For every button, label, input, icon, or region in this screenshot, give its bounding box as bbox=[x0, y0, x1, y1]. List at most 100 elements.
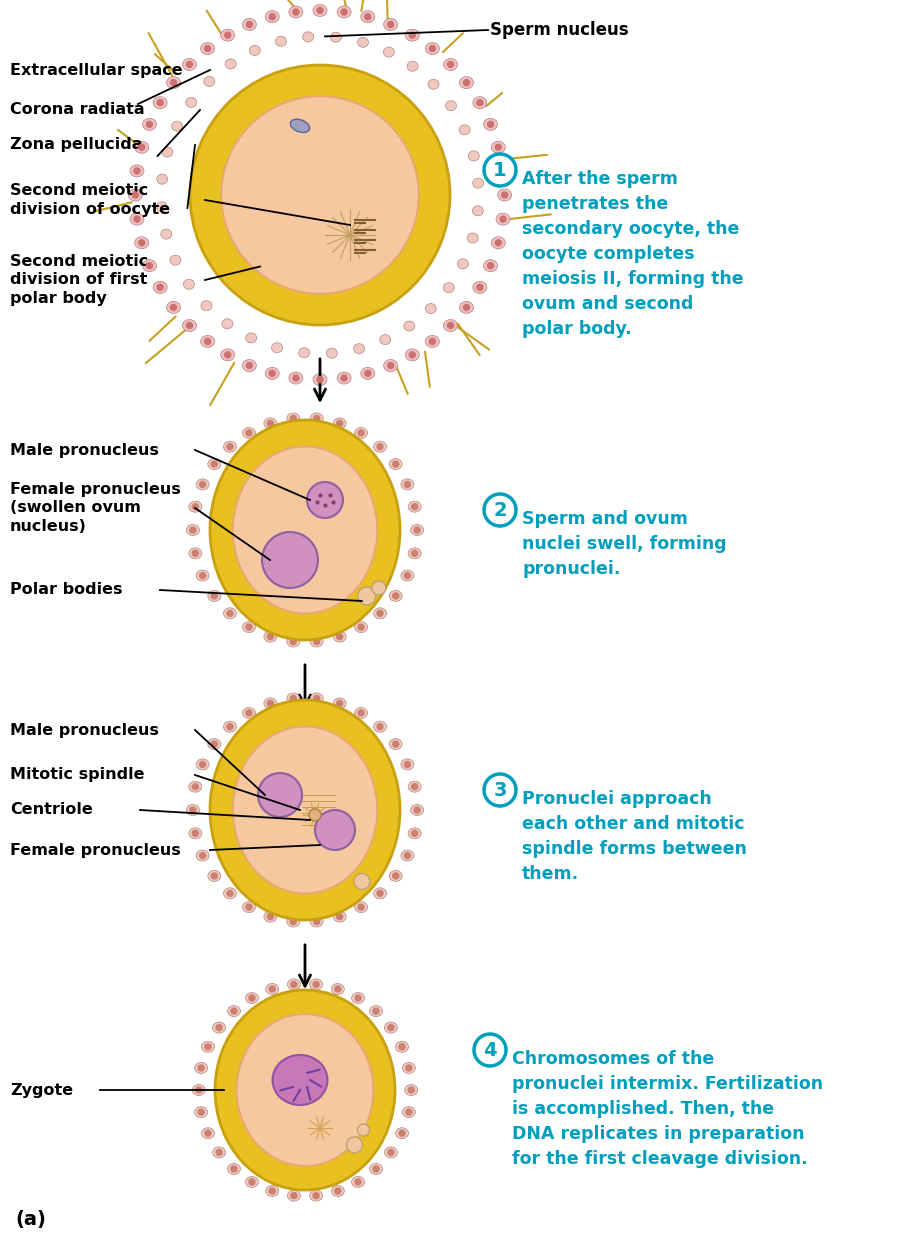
Circle shape bbox=[372, 581, 385, 595]
Ellipse shape bbox=[167, 77, 181, 88]
Text: Corona radiata: Corona radiata bbox=[10, 103, 145, 118]
Ellipse shape bbox=[290, 119, 310, 133]
Circle shape bbox=[387, 363, 394, 369]
Text: Polar bodies: Polar bodies bbox=[10, 582, 123, 597]
Ellipse shape bbox=[160, 229, 171, 240]
Ellipse shape bbox=[498, 189, 512, 201]
Text: Pronuclei approach
each other and mitotic
spindle forms between
them.: Pronuclei approach each other and mitoti… bbox=[522, 790, 747, 883]
Circle shape bbox=[216, 1025, 222, 1031]
Ellipse shape bbox=[351, 1176, 364, 1187]
Circle shape bbox=[430, 46, 435, 52]
Circle shape bbox=[341, 9, 347, 15]
Circle shape bbox=[477, 284, 483, 291]
Circle shape bbox=[249, 995, 254, 1001]
Ellipse shape bbox=[491, 142, 505, 153]
Ellipse shape bbox=[202, 1128, 215, 1139]
Ellipse shape bbox=[389, 871, 402, 882]
Ellipse shape bbox=[223, 441, 236, 452]
Circle shape bbox=[186, 61, 193, 67]
Ellipse shape bbox=[491, 237, 505, 248]
Circle shape bbox=[393, 461, 398, 467]
Circle shape bbox=[249, 1179, 254, 1185]
Circle shape bbox=[262, 532, 318, 587]
Circle shape bbox=[293, 9, 299, 15]
Circle shape bbox=[414, 527, 420, 533]
Text: Female pronucleus
(swollen ovum
nucleus): Female pronucleus (swollen ovum nucleus) bbox=[10, 482, 181, 534]
Ellipse shape bbox=[389, 739, 402, 750]
Circle shape bbox=[269, 14, 276, 20]
Circle shape bbox=[409, 351, 415, 358]
Ellipse shape bbox=[183, 58, 196, 71]
Circle shape bbox=[313, 638, 320, 645]
Circle shape bbox=[358, 430, 364, 436]
Circle shape bbox=[393, 592, 398, 599]
Circle shape bbox=[495, 144, 502, 150]
Circle shape bbox=[205, 1130, 211, 1136]
Ellipse shape bbox=[202, 1041, 215, 1052]
Ellipse shape bbox=[331, 984, 344, 995]
Ellipse shape bbox=[358, 37, 369, 47]
Ellipse shape bbox=[222, 319, 233, 329]
Circle shape bbox=[313, 696, 320, 702]
Ellipse shape bbox=[288, 1190, 301, 1201]
Ellipse shape bbox=[370, 1164, 383, 1175]
Circle shape bbox=[193, 784, 198, 790]
Circle shape bbox=[495, 240, 502, 246]
Circle shape bbox=[335, 986, 341, 992]
Ellipse shape bbox=[330, 32, 341, 42]
Ellipse shape bbox=[223, 607, 236, 619]
Ellipse shape bbox=[288, 979, 301, 990]
Ellipse shape bbox=[361, 368, 374, 379]
Ellipse shape bbox=[468, 152, 479, 161]
Ellipse shape bbox=[232, 727, 377, 893]
Circle shape bbox=[358, 1124, 370, 1136]
Ellipse shape bbox=[310, 636, 324, 647]
Ellipse shape bbox=[405, 1084, 418, 1095]
Text: 4: 4 bbox=[483, 1041, 497, 1059]
Circle shape bbox=[488, 122, 493, 128]
Circle shape bbox=[199, 852, 206, 858]
Text: Chromosomes of the
pronuclei intermix. Fertilization
is accomplished. Then, the
: Chromosomes of the pronuclei intermix. F… bbox=[512, 1049, 823, 1167]
Ellipse shape bbox=[130, 214, 144, 225]
Circle shape bbox=[347, 1136, 362, 1153]
Circle shape bbox=[293, 375, 299, 381]
Ellipse shape bbox=[276, 36, 287, 46]
Text: Extracellular space: Extracellular space bbox=[10, 62, 183, 77]
Ellipse shape bbox=[467, 233, 479, 243]
Text: Male pronucleus: Male pronucleus bbox=[10, 442, 159, 457]
Ellipse shape bbox=[373, 722, 386, 733]
Ellipse shape bbox=[384, 1146, 397, 1158]
Ellipse shape bbox=[384, 47, 395, 57]
Circle shape bbox=[291, 1192, 297, 1199]
Circle shape bbox=[405, 761, 410, 768]
Text: Second meiotic
division of first
polar body: Second meiotic division of first polar b… bbox=[10, 253, 148, 306]
Ellipse shape bbox=[157, 174, 168, 184]
Ellipse shape bbox=[402, 1107, 416, 1118]
Ellipse shape bbox=[326, 348, 337, 358]
Circle shape bbox=[269, 1189, 275, 1194]
Circle shape bbox=[157, 284, 163, 291]
Ellipse shape bbox=[473, 178, 484, 189]
Ellipse shape bbox=[408, 502, 421, 512]
Circle shape bbox=[246, 21, 253, 27]
Circle shape bbox=[193, 504, 198, 509]
Ellipse shape bbox=[496, 214, 510, 225]
Ellipse shape bbox=[310, 414, 324, 424]
Ellipse shape bbox=[408, 548, 421, 559]
Circle shape bbox=[373, 1166, 379, 1172]
Circle shape bbox=[500, 216, 506, 222]
Ellipse shape bbox=[143, 118, 157, 130]
Ellipse shape bbox=[171, 122, 183, 132]
Ellipse shape bbox=[384, 359, 397, 371]
Circle shape bbox=[313, 919, 320, 924]
Ellipse shape bbox=[355, 427, 368, 438]
Circle shape bbox=[406, 1064, 412, 1071]
Ellipse shape bbox=[264, 631, 277, 642]
Circle shape bbox=[447, 323, 454, 329]
Circle shape bbox=[171, 79, 176, 86]
Ellipse shape bbox=[408, 781, 421, 792]
Ellipse shape bbox=[170, 255, 181, 266]
Circle shape bbox=[365, 370, 371, 376]
Ellipse shape bbox=[425, 335, 440, 348]
Ellipse shape bbox=[264, 912, 277, 922]
